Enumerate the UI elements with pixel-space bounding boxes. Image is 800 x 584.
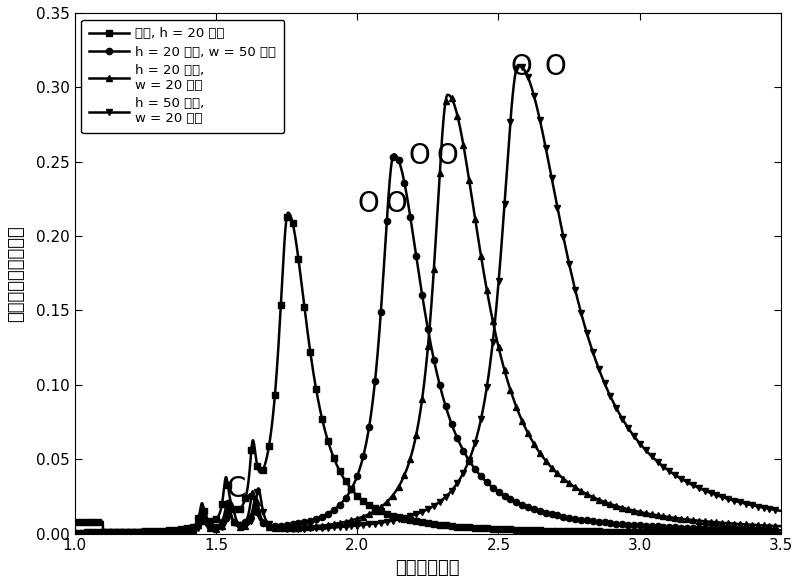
h = 20 纳米,
w = 20 纳米	[776, 523, 786, 530]
Text: O: O	[510, 53, 532, 81]
Line: h = 50 纳米,
w = 20 纳米: h = 50 纳米, w = 20 纳米	[72, 62, 784, 536]
h = 50 纳米,
w = 20 纳米	[776, 507, 786, 515]
h = 20 纳米, w = 50 纳米	[762, 527, 772, 534]
h = 20 纳米, w = 50 纳米	[70, 529, 79, 536]
Legend: 单月, h = 20 纳米, h = 20 纳米, w = 50 纳米, h = 20 纳米,
w = 20 纳米, h = 50 纳米,
w = 20 纳米: 单月, h = 20 纳米, h = 20 纳米, w = 50 纳米, h =…	[82, 19, 285, 133]
Text: O: O	[409, 142, 430, 170]
h = 50 纳米,
w = 20 纳米	[341, 523, 350, 530]
h = 20 纳米, w = 50 纳米	[341, 495, 350, 502]
h = 50 纳米,
w = 20 纳米	[70, 529, 79, 536]
单月, h = 20 纳米	[283, 209, 293, 216]
X-axis label: 波长（微米）: 波长（微米）	[396, 559, 460, 577]
Text: O: O	[358, 190, 379, 218]
Text: O: O	[386, 190, 408, 218]
h = 50 纳米,
w = 20 纳米	[762, 505, 772, 512]
h = 20 纳米, w = 50 纳米	[686, 524, 696, 531]
h = 20 纳米, w = 50 纳米	[371, 366, 381, 373]
Line: 单月, h = 20 纳米: 单月, h = 20 纳米	[72, 210, 784, 536]
Line: h = 20 纳米,
w = 20 纳米: h = 20 纳米, w = 20 纳米	[72, 92, 784, 536]
h = 50 纳米,
w = 20 纳米	[514, 61, 523, 68]
h = 20 纳米,
w = 20 纳米	[341, 518, 350, 525]
单月, h = 20 纳米	[776, 529, 786, 536]
h = 50 纳米,
w = 20 纳米	[686, 481, 696, 488]
单月, h = 20 纳米	[372, 506, 382, 513]
h = 20 纳米, w = 50 纳米	[193, 523, 202, 530]
h = 50 纳米,
w = 20 纳米	[371, 520, 381, 527]
Line: h = 20 纳米, w = 50 纳米: h = 20 纳米, w = 50 纳米	[72, 151, 784, 536]
h = 20 纳米, w = 50 纳米	[390, 151, 399, 158]
单月, h = 20 纳米	[70, 518, 79, 525]
h = 20 纳米, w = 50 纳米	[150, 529, 160, 536]
单月, h = 20 纳米	[150, 527, 160, 534]
h = 20 纳米, w = 50 纳米	[776, 527, 786, 534]
单月, h = 20 纳米	[686, 529, 696, 536]
单月, h = 20 纳米	[762, 529, 772, 536]
h = 20 纳米,
w = 20 纳米	[150, 529, 160, 536]
h = 20 纳米,
w = 20 纳米	[371, 507, 381, 514]
Y-axis label: 磁分量（任意单位）: 磁分量（任意单位）	[7, 225, 25, 322]
单月, h = 20 纳米	[193, 518, 202, 525]
h = 50 纳米,
w = 20 纳米	[150, 529, 160, 536]
Text: O: O	[437, 142, 458, 170]
Text: C: C	[226, 475, 246, 503]
h = 20 纳米,
w = 20 纳米	[70, 529, 79, 536]
单月, h = 20 纳米	[341, 478, 350, 485]
h = 50 纳米,
w = 20 纳米	[193, 526, 202, 533]
h = 20 纳米,
w = 20 纳米	[193, 524, 202, 531]
h = 20 纳米,
w = 20 纳米	[686, 516, 696, 523]
h = 20 纳米,
w = 20 纳米	[443, 91, 453, 98]
h = 20 纳米,
w = 20 纳米	[762, 522, 772, 529]
Text: O: O	[544, 53, 566, 81]
